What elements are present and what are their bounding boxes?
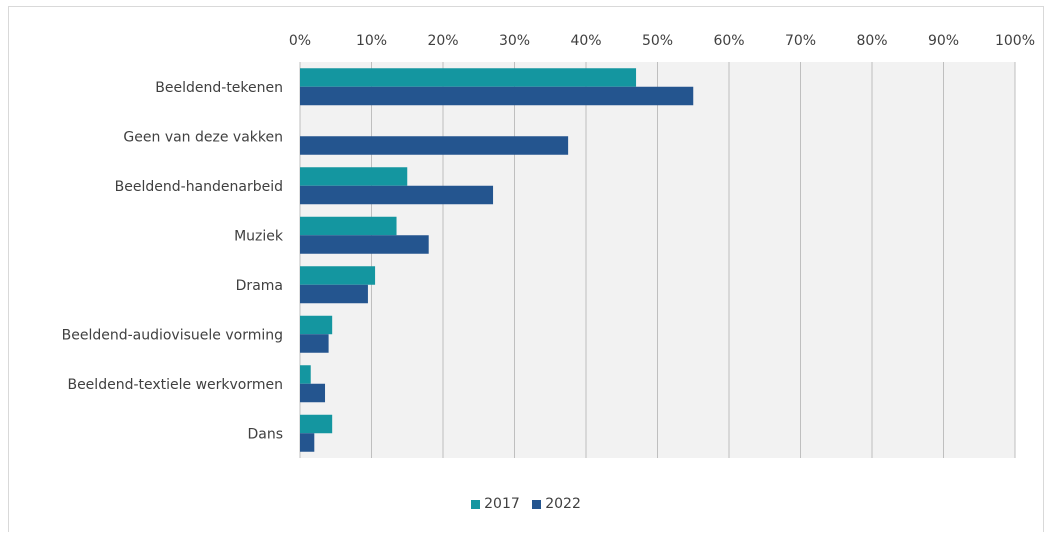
bar-2022 (300, 86, 694, 106)
legend-item-2022: 2022 (532, 496, 581, 512)
x-axis-ticks: 0% 10% 20% 30% 40% 50% 60% 70% 80% 90% 100% (289, 33, 1035, 49)
y-category-label: Drama (236, 278, 283, 294)
legend: 2017 2022 (0, 496, 1052, 513)
bar-2017 (300, 365, 311, 384)
x-tick-label: 70% (785, 33, 816, 49)
bar-2022 (300, 383, 326, 403)
bar-2022 (300, 334, 329, 353)
legend-label-2017: 2017 (484, 496, 520, 512)
bar-2022 (300, 136, 569, 155)
legend-swatch-2017 (471, 499, 481, 509)
x-tick-label: 0% (289, 33, 311, 49)
bar-2022 (300, 235, 429, 254)
legend-item-2017: 2017 (471, 496, 520, 512)
x-tick-label: 80% (856, 33, 887, 49)
legend-label-2022: 2022 (545, 496, 581, 512)
y-category-label: Beeldend-tekenen (155, 80, 283, 96)
x-tick-label: 50% (642, 33, 673, 49)
bar-2017 (300, 68, 637, 87)
x-tick-label: 60% (713, 33, 744, 49)
x-tick-label: 40% (570, 33, 601, 49)
bar-2017 (300, 167, 408, 186)
bar-2017 (300, 315, 333, 335)
y-category-label: Geen van deze vakken (123, 129, 283, 145)
x-tick-label: 100% (995, 33, 1035, 49)
y-category-label: Dans (247, 426, 283, 442)
bar-2017 (300, 414, 333, 434)
y-category-label: Muziek (234, 228, 284, 244)
bar-2022 (300, 284, 368, 304)
y-category-label: Beeldend-textiele werkvormen (67, 377, 283, 393)
gridlines (299, 62, 1016, 458)
y-category-label: Beeldend-audiovisuele vorming (62, 327, 283, 343)
x-tick-label: 30% (499, 33, 530, 49)
bar-2022 (300, 433, 315, 452)
bar-2022 (300, 185, 494, 205)
bar-2017 (300, 266, 376, 285)
x-tick-label: 90% (928, 33, 959, 49)
legend-swatch-2022 (532, 499, 542, 509)
bar-2017 (300, 216, 397, 236)
bars (300, 68, 694, 452)
y-category-label: Beeldend-handenarbeid (115, 179, 283, 195)
y-axis-labels: Beeldend-tekenen Geen van deze vakken Beel… (62, 80, 284, 443)
x-tick-label: 20% (427, 33, 458, 49)
x-tick-label: 10% (356, 33, 387, 49)
